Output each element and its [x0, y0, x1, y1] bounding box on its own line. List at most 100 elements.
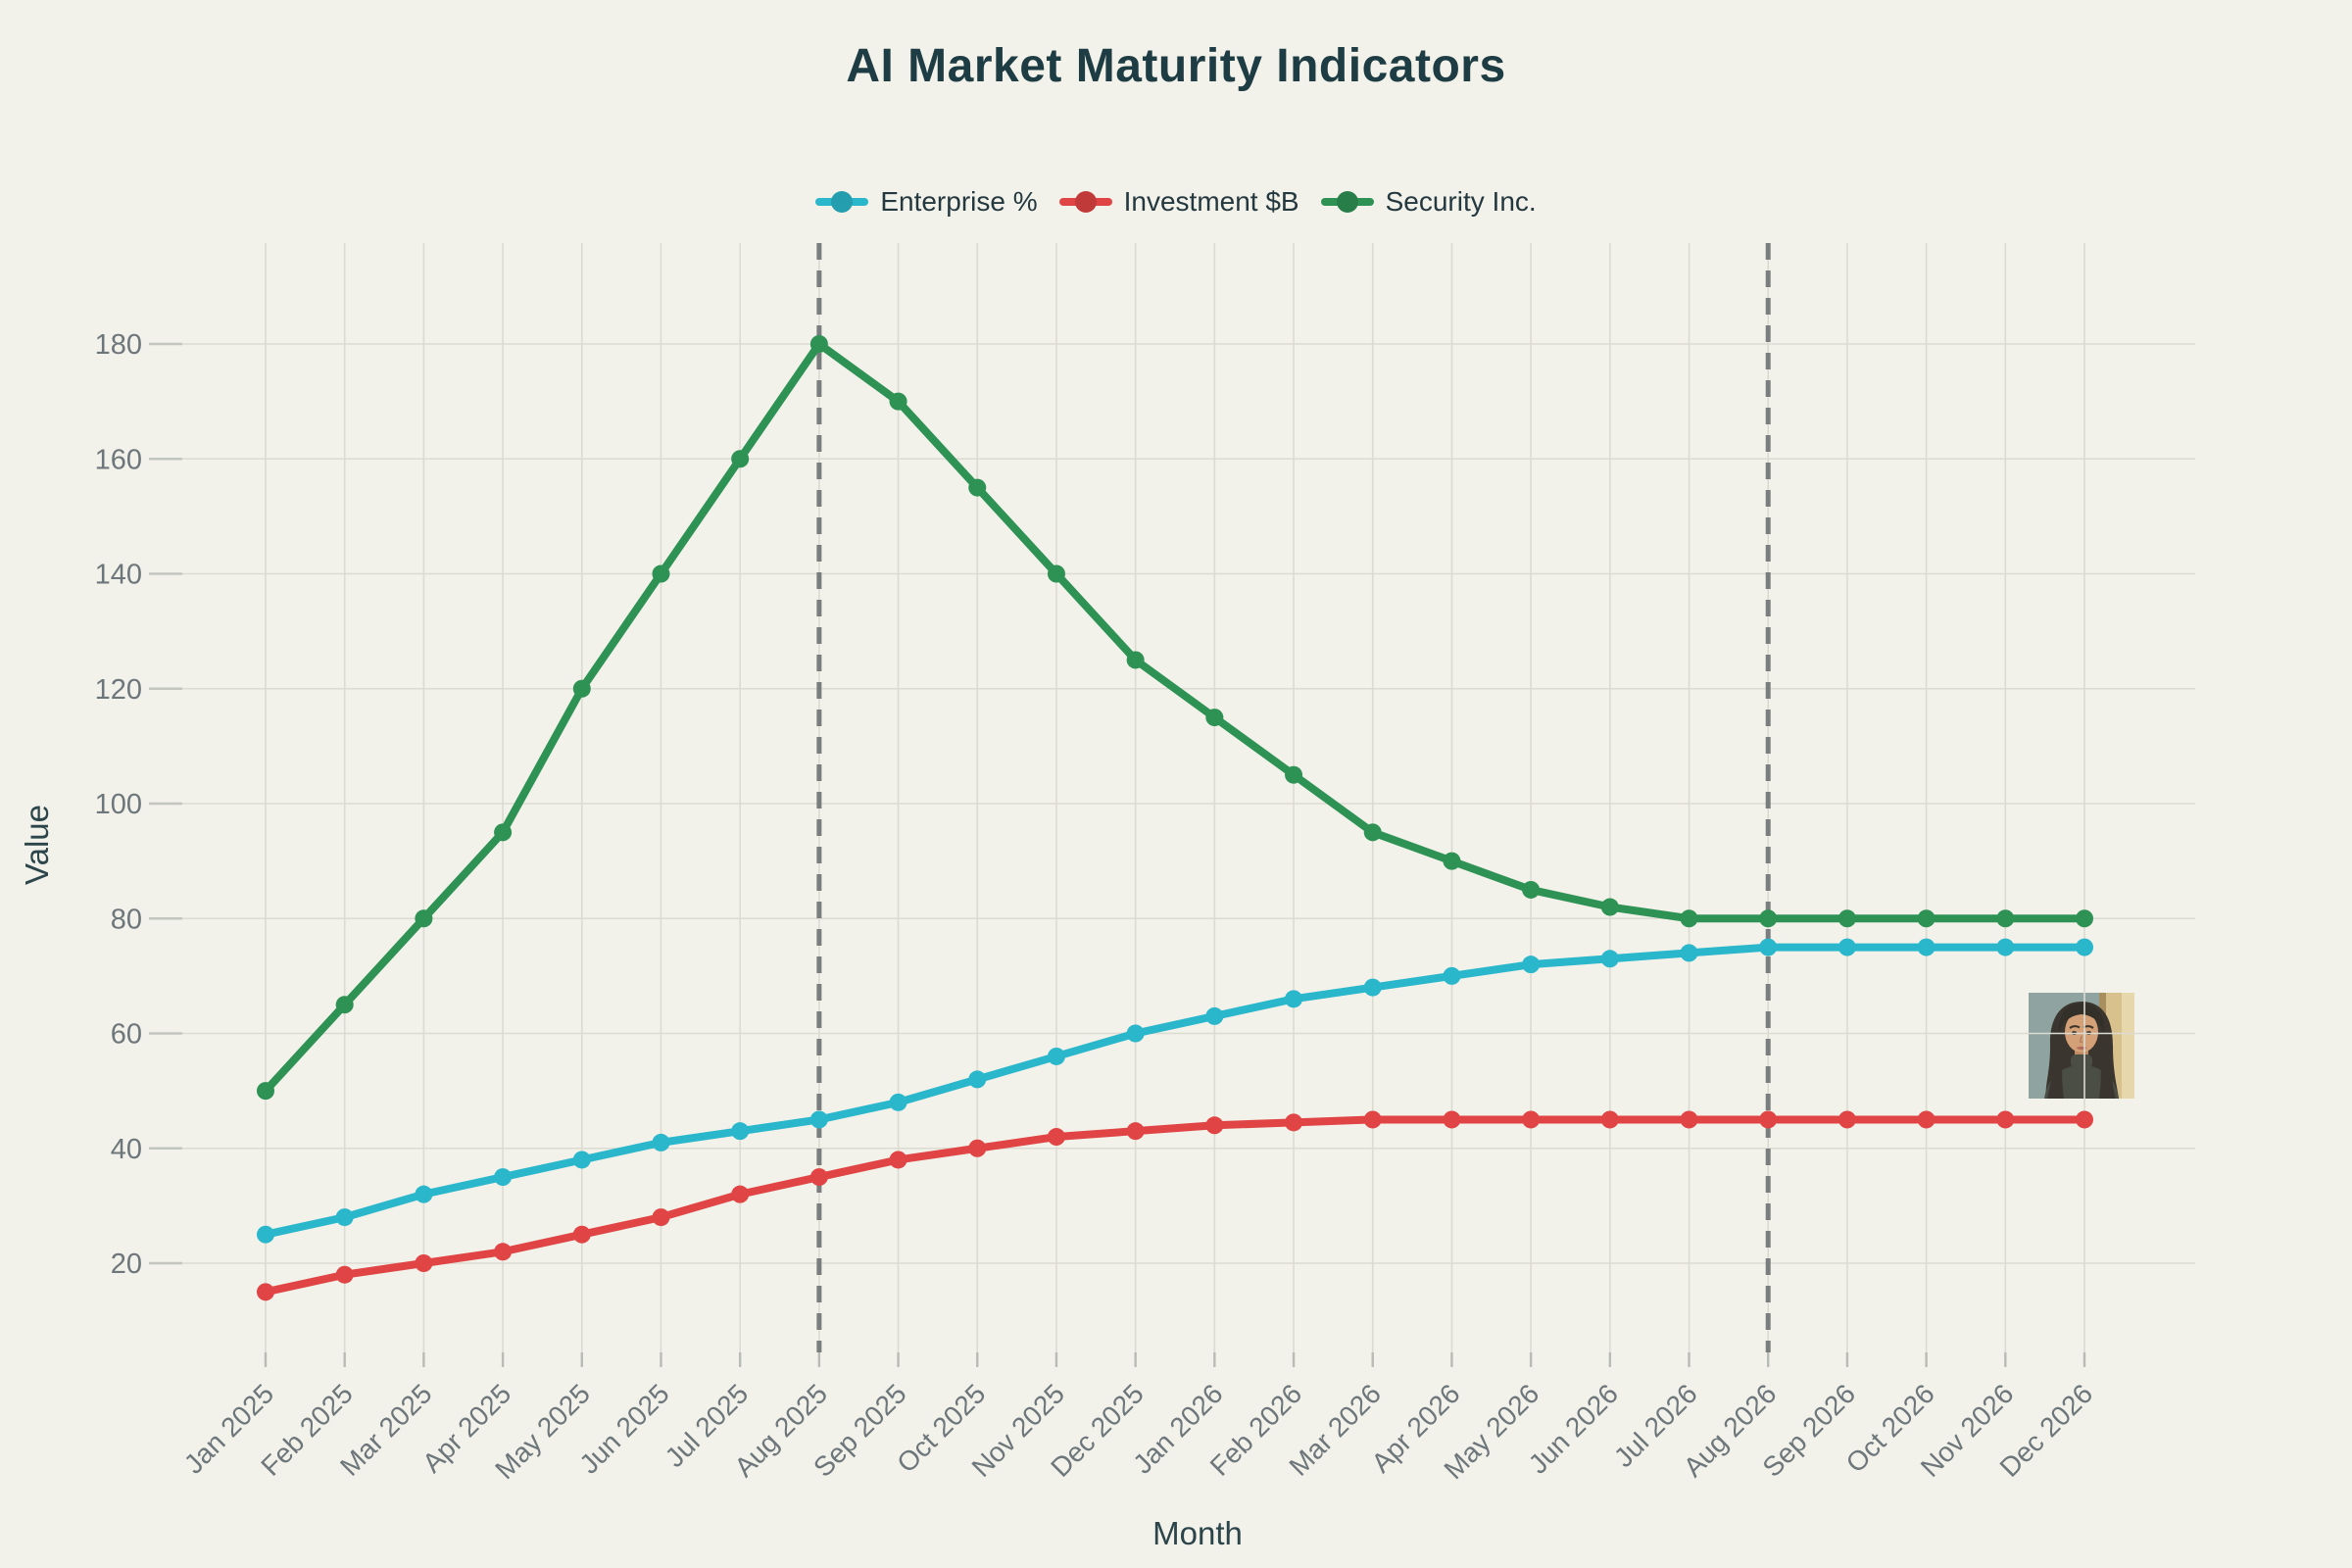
data-point[interactable]	[1996, 909, 2015, 928]
data-point[interactable]	[731, 1185, 750, 1203]
data-point[interactable]	[1443, 966, 1461, 985]
data-point[interactable]	[1522, 880, 1541, 899]
series-line	[262, 943, 2088, 1239]
data-point[interactable]	[731, 450, 750, 468]
data-point[interactable]	[652, 564, 670, 583]
data-point[interactable]	[1522, 956, 1541, 974]
data-point[interactable]	[572, 1151, 591, 1169]
legend-item-security[interactable]: Security Inc.	[1320, 186, 1537, 218]
data-point[interactable]	[652, 1208, 670, 1227]
data-point[interactable]	[1126, 1122, 1145, 1141]
data-point[interactable]	[1443, 852, 1461, 870]
data-point[interactable]	[968, 478, 987, 497]
data-point[interactable]	[1285, 990, 1303, 1008]
legend-swatch-investment-icon	[1058, 191, 1112, 213]
y-tick-label: 80	[111, 904, 142, 935]
series-line	[262, 1115, 2088, 1297]
data-point[interactable]	[415, 909, 433, 928]
data-point[interactable]	[257, 1225, 274, 1244]
data-point[interactable]	[1443, 1110, 1461, 1129]
y-tick-label: 180	[95, 329, 142, 361]
data-point[interactable]	[1522, 1110, 1541, 1129]
data-point[interactable]	[415, 1185, 433, 1203]
data-point[interactable]	[731, 1122, 750, 1141]
y-tick-label: 20	[111, 1249, 142, 1280]
series-enterprise-	[257, 938, 2093, 1244]
data-point[interactable]	[652, 1133, 670, 1152]
legend: Enterprise % Investment $B Security Inc.	[0, 186, 2352, 218]
data-point[interactable]	[1838, 1110, 1856, 1129]
data-point[interactable]	[809, 1168, 828, 1187]
series-security-inc-	[257, 335, 2093, 1101]
data-point[interactable]	[415, 1254, 433, 1272]
data-point[interactable]	[809, 335, 828, 353]
data-point[interactable]	[1759, 938, 1778, 956]
data-point[interactable]	[1996, 938, 2015, 956]
data-point[interactable]	[335, 1208, 354, 1227]
y-tick-label: 40	[111, 1134, 142, 1165]
data-point[interactable]	[1047, 564, 1065, 583]
data-point[interactable]	[257, 1283, 274, 1301]
data-point[interactable]	[809, 1110, 828, 1129]
data-point[interactable]	[1600, 1110, 1619, 1129]
data-point[interactable]	[1838, 909, 1856, 928]
legend-swatch-enterprise-icon	[815, 191, 869, 213]
legend-swatch-security-icon	[1320, 191, 1374, 213]
data-point[interactable]	[1363, 823, 1382, 842]
data-point[interactable]	[1126, 651, 1145, 669]
data-point[interactable]	[1047, 1047, 1065, 1065]
data-point[interactable]	[1680, 1110, 1698, 1129]
page-title: AI Market Maturity Indicators	[846, 40, 1506, 92]
data-point[interactable]	[1917, 1110, 1936, 1129]
data-point[interactable]	[1600, 950, 1619, 968]
data-point[interactable]	[1917, 938, 1936, 956]
data-point[interactable]	[335, 996, 354, 1014]
data-point[interactable]	[1600, 898, 1619, 916]
data-point[interactable]	[1996, 1110, 2015, 1129]
data-point[interactable]	[572, 679, 591, 698]
data-point[interactable]	[494, 823, 513, 842]
data-point[interactable]	[1285, 1113, 1303, 1132]
data-point[interactable]	[889, 1093, 907, 1111]
legend-item-enterprise[interactable]: Enterprise %	[815, 186, 1038, 218]
y-axis-labels: 20 40 60 80 100 120 140 160 180	[95, 329, 142, 1280]
data-point[interactable]	[572, 1225, 591, 1244]
data-point[interactable]	[494, 1168, 513, 1187]
gridlines	[181, 243, 2195, 1352]
data-point[interactable]	[889, 392, 907, 411]
annotation-vlines	[816, 243, 1771, 1352]
data-point[interactable]	[2076, 909, 2093, 928]
data-point[interactable]	[1759, 1110, 1778, 1129]
data-point[interactable]	[1680, 909, 1698, 928]
data-point[interactable]	[257, 1082, 274, 1101]
data-point[interactable]	[1363, 1110, 1382, 1129]
data-point[interactable]	[1363, 978, 1382, 997]
data-point[interactable]	[968, 1070, 987, 1089]
legend-item-investment[interactable]: Investment $B	[1058, 186, 1299, 218]
data-point[interactable]	[1205, 1116, 1224, 1135]
data-point[interactable]	[1917, 909, 1936, 928]
data-point[interactable]	[335, 1265, 354, 1284]
data-point[interactable]	[1126, 1024, 1145, 1043]
data-point[interactable]	[1285, 765, 1303, 784]
y-tick-label: 140	[95, 560, 142, 591]
data-point[interactable]	[968, 1139, 987, 1157]
series-line	[262, 340, 2088, 1096]
data-point[interactable]	[1759, 909, 1778, 928]
data-point[interactable]	[1047, 1128, 1065, 1147]
data-point[interactable]	[2076, 1110, 2093, 1129]
y-tick-label: 120	[95, 674, 142, 706]
data-point[interactable]	[1680, 944, 1698, 962]
y-tick-label: 60	[111, 1019, 142, 1051]
data-point[interactable]	[1205, 709, 1224, 727]
y-axis-title: Value	[19, 805, 55, 885]
data-point[interactable]	[2076, 938, 2093, 956]
data-point[interactable]	[494, 1243, 513, 1261]
legend-label-enterprise: Enterprise %	[880, 186, 1038, 217]
data-point[interactable]	[1838, 938, 1856, 956]
data-point[interactable]	[1205, 1006, 1224, 1025]
data-point[interactable]	[889, 1151, 907, 1169]
